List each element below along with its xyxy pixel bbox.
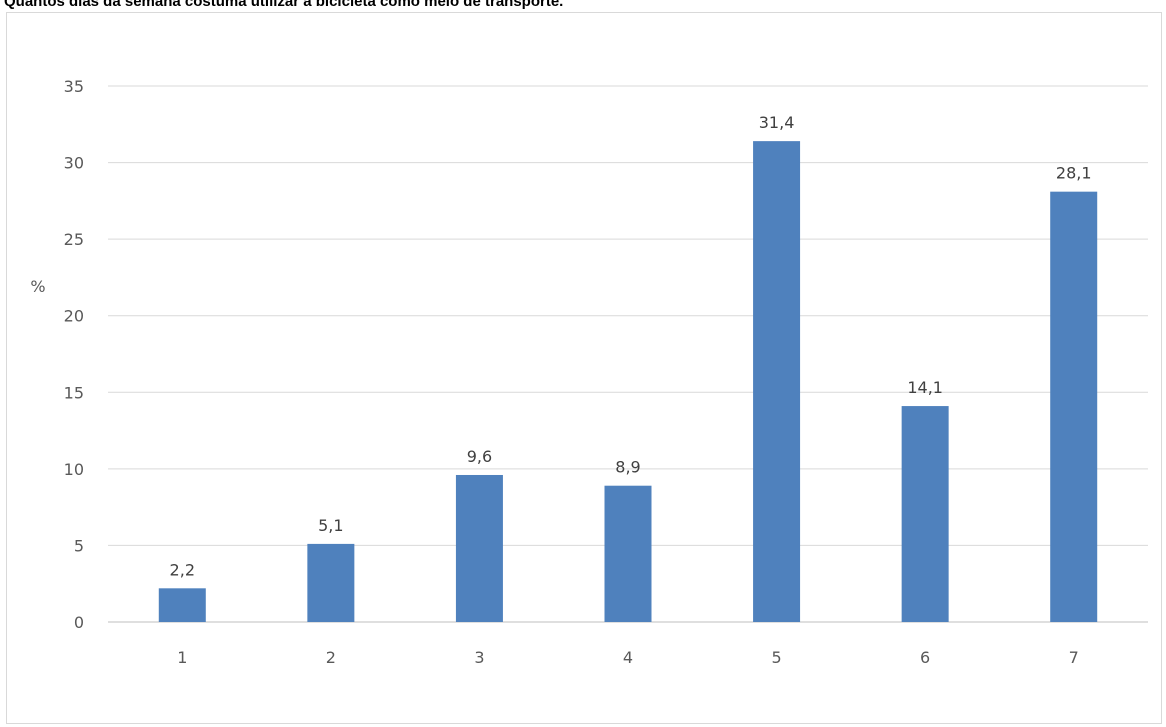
y-axis-title: % [30,277,45,296]
x-tick-label: 4 [623,648,633,667]
data-label: 28,1 [1056,164,1092,183]
page-title: Quantos dias da semana costuma utilizar … [4,0,564,10]
bar [901,406,949,622]
bar [158,588,206,622]
y-tick-label: 15 [64,383,84,402]
y-tick-label: 10 [64,460,84,479]
y-tick-label: 35 [64,77,84,96]
x-axis-ticks: 1 2 3 4 5 6 7 [177,648,1079,667]
bar [753,141,801,623]
data-label: 9,6 [467,447,492,466]
y-tick-label: 0 [74,613,84,632]
data-label: 14,1 [907,378,943,397]
data-label: 31,4 [759,113,795,132]
x-tick-label: 6 [920,648,930,667]
y-axis-ticks: 0 5 10 15 20 25 30 35 [64,77,84,632]
x-tick-label: 3 [474,648,484,667]
y-tick-label: 20 [64,307,84,326]
y-tick-label: 30 [64,154,84,173]
data-label: 2,2 [170,560,195,579]
bar [604,485,652,622]
bar [455,474,503,622]
bar [307,543,355,622]
x-tick-label: 5 [771,648,781,667]
data-label: 8,9 [615,458,640,477]
data-label: 5,1 [318,516,343,535]
x-tick-label: 7 [1069,648,1079,667]
bar [1050,191,1098,622]
x-tick-label: 2 [326,648,336,667]
data-labels: 2,2 5,1 9,6 8,9 31,4 14,1 28,1 [170,113,1092,579]
y-tick-label: 5 [74,536,84,555]
x-tick-label: 1 [177,648,187,667]
bars [158,141,1098,623]
y-tick-label: 25 [64,230,84,249]
